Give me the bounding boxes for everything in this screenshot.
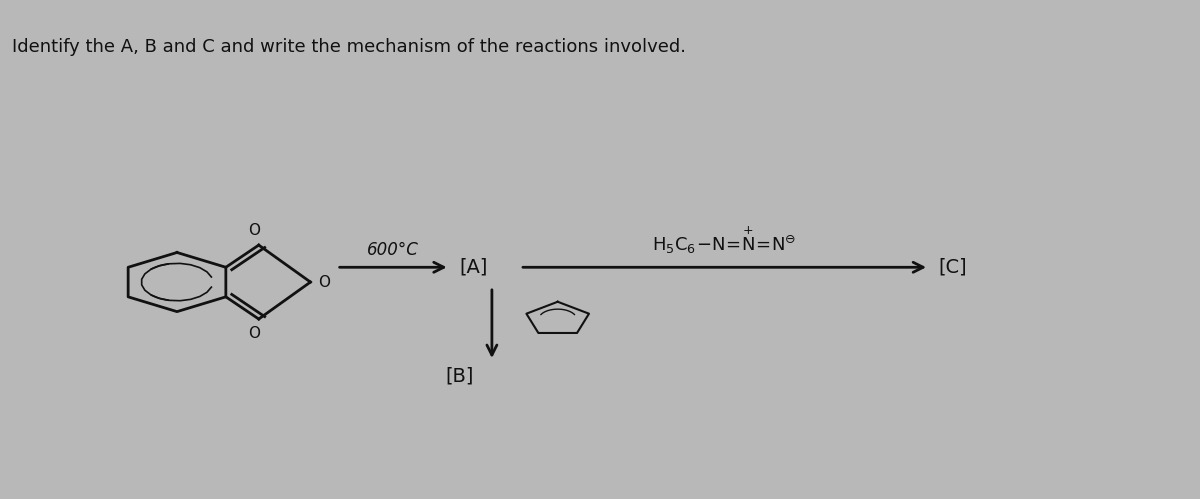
Text: [A]: [A] [458, 258, 487, 277]
Text: Identify the A, B and C and write the mechanism of the reactions involved.: Identify the A, B and C and write the me… [12, 37, 686, 56]
Text: O: O [248, 326, 260, 341]
Text: 600°C: 600°C [367, 241, 419, 259]
Text: [B]: [B] [445, 366, 473, 385]
Text: O: O [248, 223, 260, 238]
Text: O: O [318, 274, 330, 289]
Text: $\rm H_5C_6\!-\!N\!=\!\overset{+}{N}\!=\!N^{\ominus}$: $\rm H_5C_6\!-\!N\!=\!\overset{+}{N}\!=\… [653, 225, 797, 256]
Text: [C]: [C] [938, 258, 967, 277]
